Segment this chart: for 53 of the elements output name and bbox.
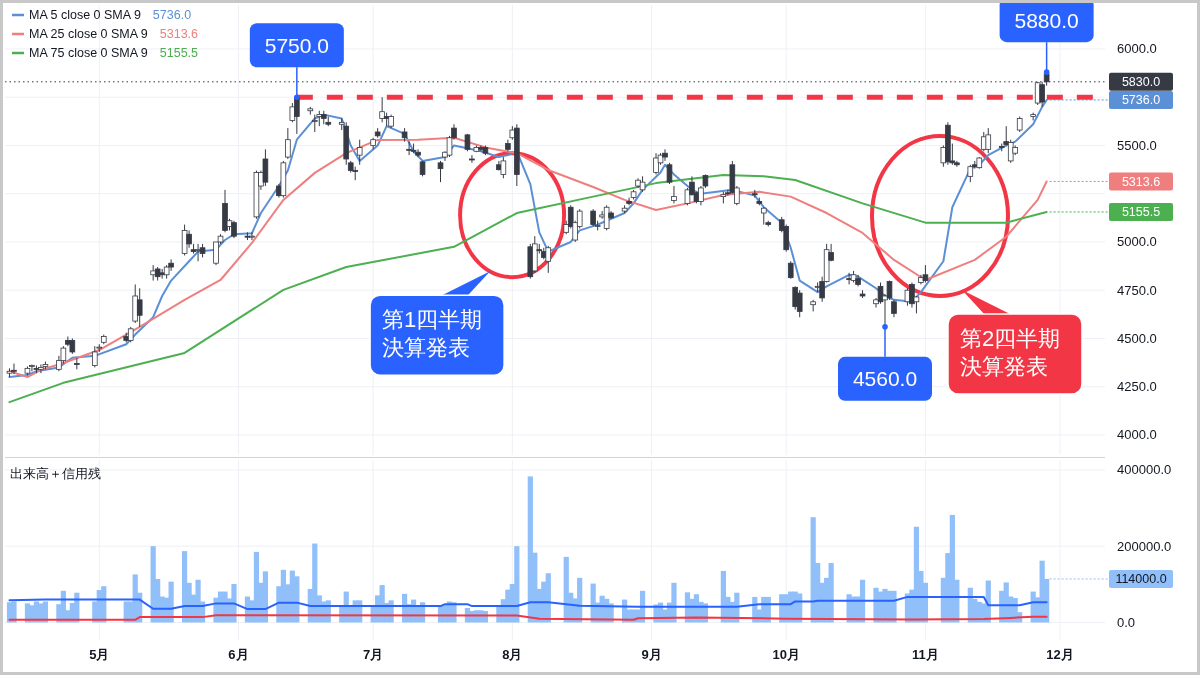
y-tick-label: 5500.0 <box>1117 137 1157 153</box>
legend-label: MA 75 close 0 SMA 9 <box>29 46 148 60</box>
y-tick-label: 6000.0 <box>1117 41 1157 57</box>
y-tick-label: 0.0 <box>1117 614 1136 630</box>
candlestick <box>415 148 421 158</box>
candlestick <box>796 289 803 318</box>
bar <box>11 601 17 623</box>
data-label: 5736.0 <box>1121 93 1161 108</box>
ref-line-label: 5830.0 <box>1121 75 1161 90</box>
annotation: 第1四半期決算発表 <box>382 307 483 361</box>
candlestick <box>626 197 632 206</box>
x-tick-label: 5月 <box>89 647 110 662</box>
annotation: 5880.0 <box>1014 8 1079 32</box>
candlestick <box>469 154 475 164</box>
y-tick-label: 4750.0 <box>1117 282 1157 298</box>
candlestick <box>262 148 269 187</box>
candlestick <box>356 139 363 166</box>
x-tick-label: 9月 <box>641 647 662 662</box>
x-tick-label: 10月 <box>772 647 800 662</box>
candlestick <box>666 162 673 185</box>
bar <box>514 546 520 623</box>
y-tick-label: 4500.0 <box>1117 330 1157 346</box>
candlestick <box>671 185 677 204</box>
x-tick-label: 7月 <box>363 647 384 662</box>
annotation: 5750.0 <box>264 33 329 57</box>
data-label: 5313.6 <box>1121 174 1161 189</box>
text: 5155.5 <box>159 46 199 60</box>
annotation: 4560.0 <box>852 367 918 391</box>
y-tick-label: 200000.0 <box>1117 538 1172 554</box>
annotation: 第2四半期決算発表 <box>960 326 1061 380</box>
line-series <box>8 595 1048 611</box>
candlestick <box>437 160 444 183</box>
x-tick-label: 11月 <box>912 647 939 662</box>
candlestick <box>285 127 291 160</box>
x-tick-label: 8月 <box>502 647 523 662</box>
legend-label: MA 5 close 0 SMA 9 <box>29 8 141 22</box>
y-tick-label: 400000.0 <box>1117 462 1172 478</box>
legend-label: MA 25 close 0 SMA 9 <box>29 27 148 41</box>
text: 5313.6 <box>159 27 199 41</box>
x-tick-label: 12月 <box>1046 647 1074 662</box>
x-tick-label: 6月 <box>228 647 249 662</box>
bar <box>195 579 201 623</box>
data-label: 5155.5 <box>1121 205 1161 220</box>
text: 出来高＋信用残 <box>10 466 101 481</box>
bar <box>312 543 318 623</box>
candlestick <box>136 287 143 328</box>
y-tick-label: 4250.0 <box>1117 379 1157 395</box>
y-tick-label: 5000.0 <box>1117 234 1157 250</box>
y-tick-label: 4000.0 <box>1117 427 1157 443</box>
candlestick <box>985 127 992 154</box>
candlestick <box>379 96 385 123</box>
data-label: 114000.0 <box>1115 572 1167 587</box>
text: 5736.0 <box>152 8 192 22</box>
